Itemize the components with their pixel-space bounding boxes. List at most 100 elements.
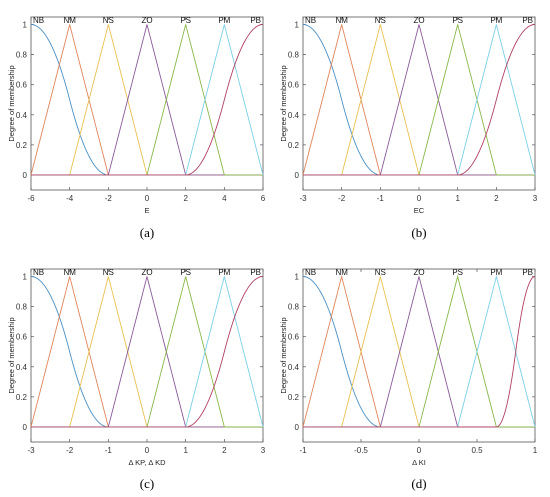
mf-label-ps: PS (452, 16, 463, 25)
plot-area (30, 16, 264, 191)
mf-label-pb: PB (250, 268, 261, 277)
x-tick-label: 1 (533, 446, 538, 455)
plot-area (302, 268, 536, 443)
y-tick-label: 1 (23, 273, 28, 282)
mf-label-zo: ZO (141, 268, 152, 277)
y-tick-label: 0 (23, 171, 28, 180)
mf-label-nb: NB (305, 268, 316, 277)
x-tick-label: -2 (338, 194, 346, 203)
x-tick-label: -1 (105, 446, 113, 455)
x-tick-label: -0.5 (354, 446, 368, 455)
x-tick-label: -3 (27, 446, 35, 455)
mf-label-ns: NS (375, 268, 386, 277)
y-tick-label: 0.4 (16, 363, 28, 372)
series-line-pb (303, 24, 536, 176)
mf-label-zo: ZO (141, 16, 152, 25)
y-tick-label: 0.2 (16, 393, 28, 402)
mf-label-pb: PB (522, 16, 533, 25)
x-tick-label: -6 (27, 194, 35, 203)
x-tick-label: 3 (261, 446, 266, 455)
x-axis-label: Δ KI (412, 458, 426, 467)
y-tick-label: 0.6 (288, 333, 300, 342)
mf-label-pm: PM (218, 16, 230, 25)
x-tick-label: 1 (183, 446, 188, 455)
x-tick-label: -2 (105, 194, 113, 203)
x-tick-label: 6 (261, 194, 266, 203)
x-tick-label: -4 (66, 194, 74, 203)
mf-label-nb: NB (33, 16, 44, 25)
series-line-pb (303, 276, 536, 428)
x-tick-label: 1 (455, 194, 460, 203)
panel-caption: (c) (140, 476, 154, 491)
x-tick-label: 3 (533, 194, 538, 203)
y-tick-label: 0.2 (16, 141, 28, 150)
mf-label-zo: ZO (413, 268, 424, 277)
chart-panel-3: 0 0.2 0.4 0.6 0.8 1 -3 -2 -1 0 1 2 3 NB NM NS ZO PS PM PB Δ … (7, 268, 266, 491)
y-tick-label: 0.8 (288, 51, 300, 60)
mf-label-ps: PS (180, 16, 191, 25)
panel-caption: (d) (411, 476, 426, 491)
y-tick-label: 0.2 (288, 393, 300, 402)
x-tick-label: 0 (145, 194, 150, 203)
x-axis-label: EC (414, 206, 425, 215)
y-tick-label: 0.6 (288, 81, 300, 90)
panel-caption: (a) (140, 225, 154, 240)
y-tick-label: 0 (23, 423, 28, 432)
x-tick-label: 0 (145, 446, 150, 455)
mf-label-nb: NB (305, 16, 316, 25)
y-axis-label: Degree of membership (7, 317, 16, 393)
mf-label-nm: NM (335, 16, 348, 25)
mf-label-ps: PS (452, 268, 463, 277)
x-tick-label: -1 (299, 446, 307, 455)
mf-label-nb: NB (33, 268, 44, 277)
mf-label-zo: ZO (413, 16, 424, 25)
x-tick-label: -3 (299, 194, 307, 203)
mf-label-pb: PB (522, 268, 533, 277)
x-tick-label: 2 (494, 194, 499, 203)
chart-panel-2: 0 0.2 0.4 0.6 0.8 1 -3 -2 -1 0 1 2 3 NB NM NS ZO PS PM PB EC… (279, 16, 538, 240)
y-axis-label: Degree of membership (279, 317, 288, 393)
y-tick-label: 0 (295, 171, 300, 180)
x-axis-label: E (144, 206, 149, 215)
x-tick-label: 0.5 (471, 446, 483, 455)
y-tick-label: 0.2 (288, 141, 300, 150)
mf-label-pm: PM (490, 16, 502, 25)
y-tick-label: 0.6 (16, 81, 28, 90)
chart-panel-4: 0 0.2 0.4 0.6 0.8 1 -1 -0.5 0 0.5 1 NB NM NS ZO PS PM PB Δ… (279, 268, 538, 491)
mf-label-ns: NS (375, 16, 386, 25)
panel-caption: (b) (411, 225, 426, 240)
y-tick-label: 0.4 (16, 111, 28, 120)
series-line-pb (31, 24, 264, 176)
y-tick-label: 1 (295, 21, 300, 30)
y-tick-label: 0.4 (288, 363, 300, 372)
y-tick-label: 0.8 (16, 303, 28, 312)
mf-label-ns: NS (103, 16, 114, 25)
mf-label-pb: PB (250, 16, 261, 25)
mf-label-ps: PS (180, 268, 191, 277)
y-axis-label: Degree of membership (7, 65, 16, 141)
y-tick-label: 0.8 (288, 303, 300, 312)
mf-label-nm: NM (63, 268, 76, 277)
y-tick-label: 1 (23, 21, 28, 30)
mf-label-nm: NM (63, 16, 76, 25)
plot-area (30, 268, 264, 443)
x-tick-label: 0 (417, 446, 422, 455)
x-tick-label: -2 (66, 446, 74, 455)
series-line-pb (31, 276, 264, 428)
y-tick-label: 0.4 (288, 111, 300, 120)
x-tick-label: 0 (417, 194, 422, 203)
y-tick-label: 0 (295, 423, 300, 432)
x-axis-label: Δ KP, Δ KD (129, 458, 167, 467)
y-tick-label: 0.8 (16, 51, 28, 60)
x-tick-label: -1 (377, 194, 385, 203)
mf-label-pm: PM (490, 268, 502, 277)
mf-label-nm: NM (335, 268, 348, 277)
y-axis-label: Degree of membership (279, 65, 288, 141)
mf-label-pm: PM (218, 268, 230, 277)
y-tick-label: 0.6 (16, 333, 28, 342)
mf-label-ns: NS (103, 268, 114, 277)
x-tick-label: 2 (222, 446, 227, 455)
x-tick-label: 2 (183, 194, 188, 203)
x-tick-label: 4 (222, 194, 227, 203)
